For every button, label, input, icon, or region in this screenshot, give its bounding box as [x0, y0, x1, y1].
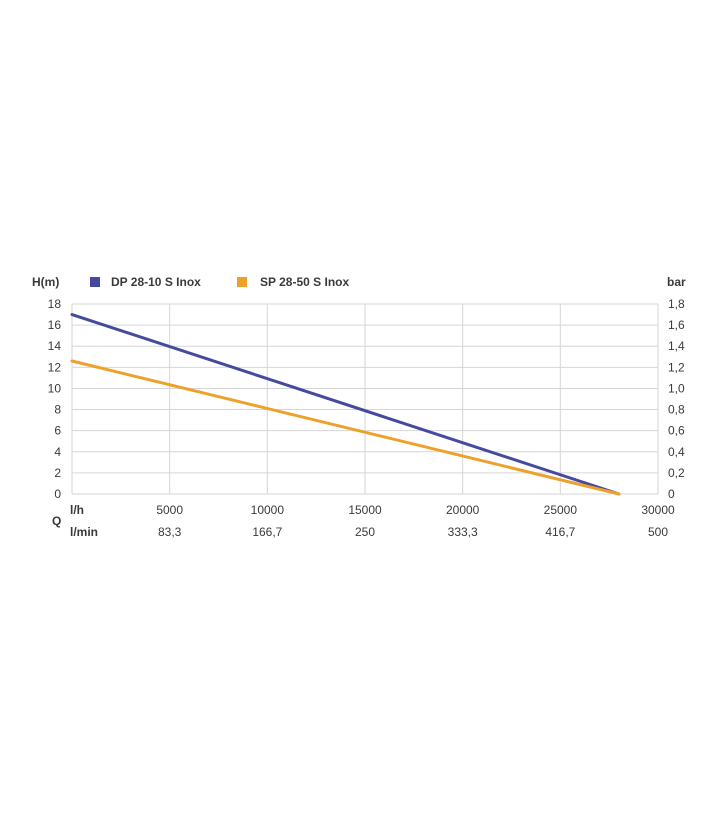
x-tick-label-primary: 20000: [446, 503, 480, 517]
y-tick-label-right: 1,6: [668, 318, 685, 332]
x-tick-label-primary: 10000: [251, 503, 285, 517]
y-tick-label-left: 10: [48, 381, 62, 395]
series-lines: [70, 313, 621, 496]
y-tick-label-right: 0: [668, 487, 675, 501]
x-tick-label-primary: 30000: [641, 503, 675, 517]
x-unit-primary-label: l/h: [70, 503, 84, 517]
x-axis-label: Q: [52, 514, 61, 528]
y-tick-label-left: 8: [54, 403, 61, 417]
y-tick-label-left: 4: [54, 445, 61, 459]
y-tick-label-left: 16: [48, 318, 62, 332]
y-tick-label-right: 0,4: [668, 445, 685, 459]
x-tick-label-secondary: 416,7: [545, 525, 575, 539]
y-tick-label-right: 0,6: [668, 424, 685, 438]
x-tick-label-primary: 15000: [348, 503, 382, 517]
y-tick-label-left: 2: [54, 466, 61, 480]
y-tick-label-left: 0: [54, 487, 61, 501]
y-axis-left-label: H(m): [32, 275, 59, 289]
x-tick-label-secondary: 166,7: [252, 525, 282, 539]
series-line-sp-28-50: [70, 359, 621, 496]
y-tick-label-left: 18: [48, 297, 62, 311]
x-tick-label-primary: 5000: [156, 503, 183, 517]
legend: DP 28-10 S Inox SP 28-50 S Inox: [90, 275, 349, 289]
y-tick-label-right: 1,8: [668, 297, 685, 311]
y-tick-label-left: 6: [54, 424, 61, 438]
x-tick-label-secondary: 333,3: [448, 525, 478, 539]
legend-swatch-dp-28-10: [90, 277, 100, 287]
x-tick-label-secondary: 250: [355, 525, 375, 539]
x-unit-secondary-label: l/min: [70, 525, 98, 539]
y-tick-label-right: 1,2: [668, 360, 685, 374]
y-tick-label-right: 1,0: [668, 381, 685, 395]
y-tick-label-left: 14: [48, 339, 62, 353]
series-line-dp-28-10: [70, 313, 621, 496]
y-tick-label-left: 12: [48, 360, 62, 374]
legend-label-sp-28-50: SP 28-50 S Inox: [260, 275, 349, 289]
legend-swatch-sp-28-50: [237, 277, 247, 287]
y-tick-label-right: 1,4: [668, 339, 685, 353]
x-tick-label-primary: 25000: [544, 503, 578, 517]
legend-label-dp-28-10: DP 28-10 S Inox: [111, 275, 201, 289]
x-tick-label-secondary: 500: [648, 525, 668, 539]
x-tick-label-secondary: 83,3: [158, 525, 182, 539]
y-tick-label-right: 0,8: [668, 403, 685, 417]
y-axis-right-label: bar: [667, 275, 686, 289]
axes: 0 0 2 0,2 4 0,4 6 0,6 8 0,8 10 1,0 12 1,2 14 1,4 16 1,6 18…: [48, 297, 685, 539]
y-tick-label-right: 0,2: [668, 466, 685, 480]
grid: [71, 303, 659, 495]
